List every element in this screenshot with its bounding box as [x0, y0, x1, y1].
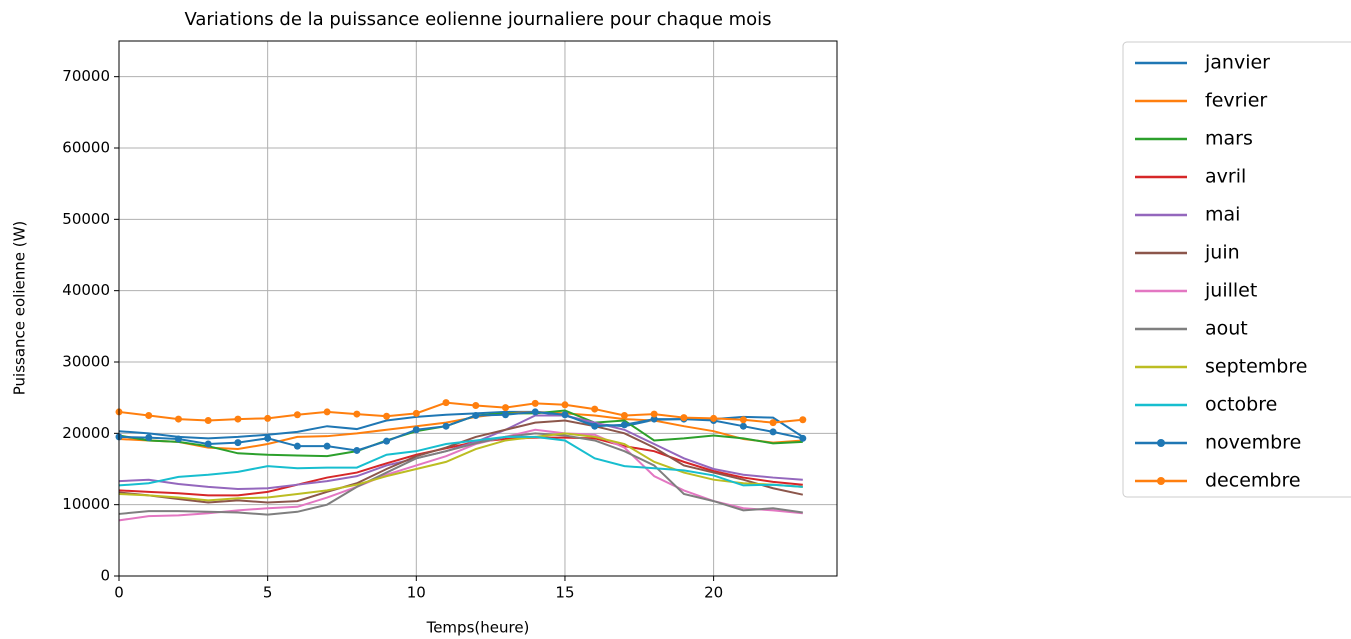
point — [174, 415, 182, 423]
legend-box — [1122, 41, 1351, 498]
point — [472, 412, 480, 419]
point — [145, 412, 153, 419]
point — [234, 415, 242, 423]
point — [799, 434, 807, 442]
series-line — [118, 428, 803, 522]
legend-label: novembre — [1205, 432, 1301, 454]
x-tick-label: 10 — [407, 584, 426, 602]
series-line — [118, 410, 804, 440]
point — [383, 412, 391, 420]
plot-frame — [118, 40, 838, 577]
point — [204, 440, 212, 448]
series-line — [118, 401, 803, 424]
x-tick-label: 5 — [263, 584, 273, 602]
point — [174, 435, 182, 443]
legend-label: juin — [1204, 242, 1240, 264]
y-tick-label: 70000 — [62, 67, 110, 85]
point — [264, 434, 272, 442]
point — [412, 426, 420, 434]
point — [769, 419, 777, 427]
series-line — [118, 432, 803, 502]
point — [710, 414, 718, 422]
y-tick-label: 10000 — [62, 495, 110, 513]
y-tick-label: 30000 — [62, 353, 110, 371]
point — [620, 412, 628, 419]
x-tick-label: 20 — [704, 584, 723, 602]
series-line — [118, 410, 803, 451]
point — [591, 405, 599, 413]
point — [145, 434, 153, 442]
x-tick-label: 15 — [555, 584, 574, 602]
series-line — [118, 432, 803, 516]
point — [502, 404, 510, 412]
legend-label: octobre — [1205, 394, 1277, 416]
point — [799, 416, 807, 424]
legend-label: septembre — [1205, 356, 1307, 378]
point — [502, 411, 510, 419]
point — [739, 416, 747, 424]
point — [383, 437, 391, 445]
y-tick-label: 0 — [100, 567, 110, 585]
point — [234, 439, 242, 447]
series-line — [118, 419, 804, 504]
series-line — [118, 410, 804, 452]
legend-label: decembre — [1205, 470, 1301, 492]
y-tick-label: 40000 — [62, 281, 110, 299]
x-axis-label: Temps(heure) — [426, 619, 530, 637]
point — [531, 399, 539, 407]
point — [650, 415, 658, 423]
point — [353, 446, 361, 454]
legend-label: mars — [1205, 128, 1253, 150]
y-tick-label: 60000 — [62, 139, 110, 157]
point — [412, 409, 420, 417]
y-tick-label: 50000 — [62, 210, 110, 228]
legend-label: avril — [1205, 166, 1246, 188]
legend-marker — [1157, 477, 1165, 485]
point — [739, 422, 747, 430]
legend-label: fevrier — [1205, 90, 1267, 112]
point — [620, 421, 628, 429]
point — [293, 442, 301, 450]
legend-label: aout — [1205, 318, 1248, 340]
legend-marker — [1157, 439, 1165, 447]
point — [323, 408, 331, 416]
point — [204, 416, 212, 424]
chart-title: Variations de la puissance eolienne jour… — [184, 9, 771, 30]
legend-label: janvier — [1204, 52, 1270, 74]
point — [353, 410, 361, 418]
series-line — [118, 414, 803, 490]
y-tick-label: 20000 — [62, 424, 110, 442]
y-axis-label: Puissance eolienne (W) — [11, 221, 29, 396]
point — [680, 414, 688, 422]
point — [650, 410, 658, 418]
x-tick-label: 0 — [114, 584, 124, 602]
point — [442, 422, 450, 430]
legend-label: mai — [1205, 204, 1240, 226]
series-line — [118, 435, 803, 488]
point — [561, 401, 569, 409]
point — [442, 399, 450, 407]
point — [472, 402, 480, 410]
legend-label: juillet — [1204, 280, 1257, 302]
point — [323, 442, 331, 450]
point — [561, 411, 569, 419]
point — [591, 422, 599, 430]
point — [531, 408, 539, 416]
point — [293, 411, 301, 419]
point — [264, 414, 272, 422]
point — [769, 428, 777, 436]
series-line — [118, 436, 803, 497]
